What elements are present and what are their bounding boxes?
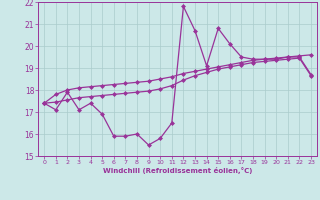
X-axis label: Windchill (Refroidissement éolien,°C): Windchill (Refroidissement éolien,°C) [103, 167, 252, 174]
